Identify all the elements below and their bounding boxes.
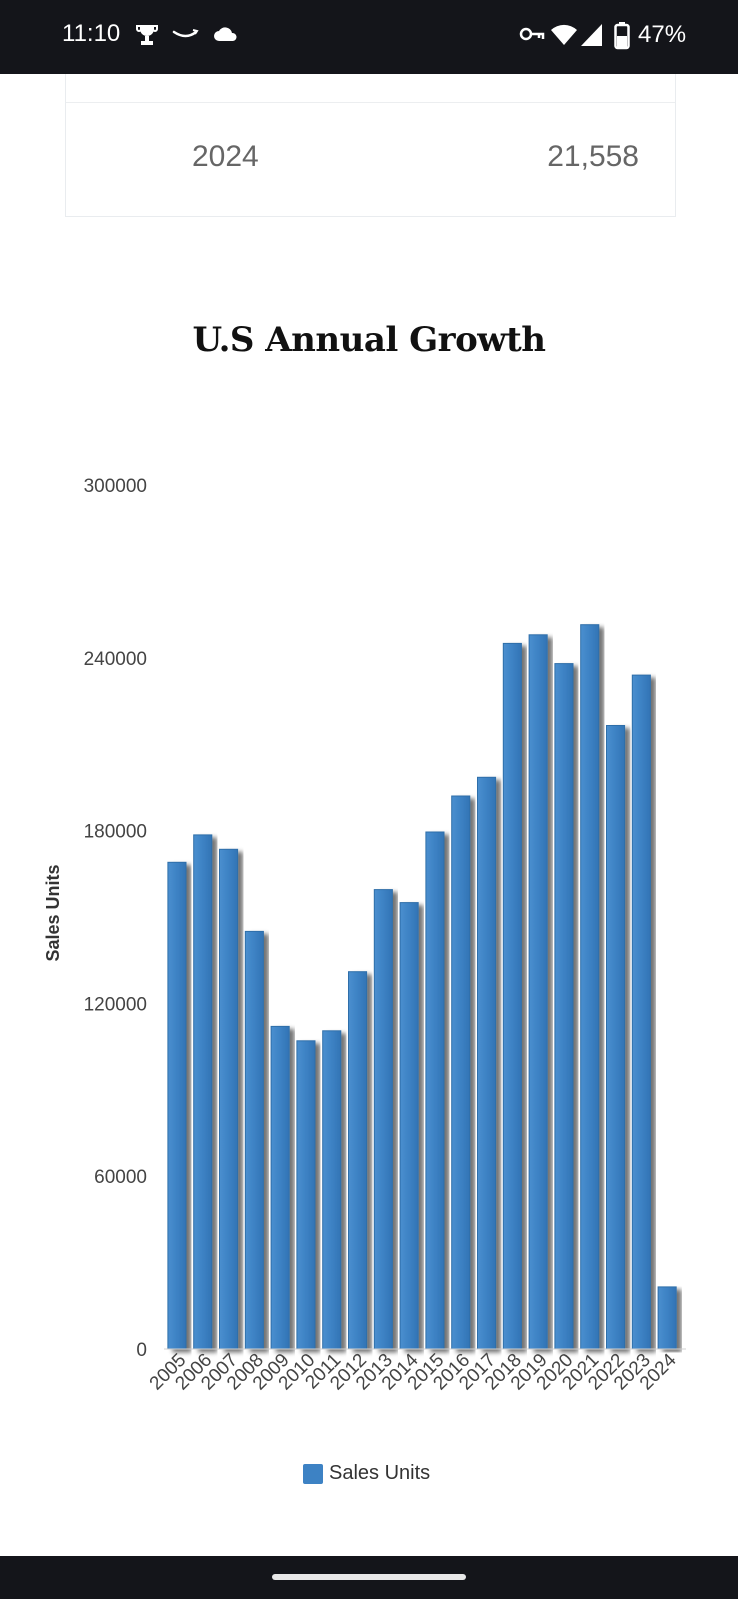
bar-2017[interactable] bbox=[477, 776, 497, 1350]
wifi-icon bbox=[551, 24, 577, 45]
y-axis-label: Sales Units bbox=[43, 864, 63, 961]
cell-signal-icon bbox=[581, 24, 602, 46]
chart-legend[interactable]: Sales Units bbox=[303, 1462, 430, 1485]
bar-2009[interactable] bbox=[270, 1025, 290, 1350]
cloud-icon bbox=[214, 27, 237, 41]
bar-2016[interactable] bbox=[451, 795, 471, 1350]
bar-2012[interactable] bbox=[348, 971, 368, 1350]
bar-2010[interactable] bbox=[296, 1040, 316, 1350]
data-table: 2024 21,558 bbox=[65, 74, 676, 217]
bar-2021[interactable] bbox=[580, 624, 600, 1350]
bar-2007[interactable] bbox=[219, 848, 239, 1350]
table-cell-value: 21,558 bbox=[547, 140, 639, 173]
y-tick-label: 180000 bbox=[84, 822, 147, 843]
battery-icon bbox=[614, 22, 630, 50]
y-tick-label: 300000 bbox=[84, 476, 147, 497]
bar-2022[interactable] bbox=[606, 725, 626, 1350]
status-time: 11:10 bbox=[62, 20, 121, 47]
amazon-smile-icon bbox=[172, 29, 199, 38]
trophy-icon bbox=[136, 25, 158, 45]
y-tick-label: 240000 bbox=[84, 649, 147, 670]
navigation-bar bbox=[0, 1556, 738, 1599]
bar-2005[interactable] bbox=[167, 861, 187, 1350]
home-gesture-handle[interactable] bbox=[272, 1574, 466, 1580]
bar-2011[interactable] bbox=[322, 1030, 342, 1350]
battery-percentage: 47% bbox=[638, 21, 687, 48]
bar-2006[interactable] bbox=[193, 834, 213, 1350]
chart-title: U.S Annual Growth bbox=[192, 320, 546, 360]
bar-2019[interactable] bbox=[528, 634, 548, 1350]
y-tick-label: 120000 bbox=[84, 994, 147, 1015]
bar-2013[interactable] bbox=[373, 889, 393, 1350]
bar-2008[interactable] bbox=[244, 930, 264, 1350]
table-cell-year: 2024 bbox=[192, 140, 259, 173]
y-tick-label: 60000 bbox=[94, 1167, 147, 1188]
bar-2018[interactable] bbox=[502, 642, 522, 1350]
bar-2024[interactable] bbox=[657, 1286, 677, 1350]
bar-2015[interactable] bbox=[425, 831, 445, 1350]
bar-2020[interactable] bbox=[554, 663, 574, 1350]
status-bar: 11:10 47% bbox=[0, 0, 738, 74]
table-divider bbox=[66, 102, 675, 103]
legend-label: Sales Units bbox=[329, 1462, 431, 1484]
bar-2014[interactable] bbox=[399, 902, 419, 1350]
legend-swatch bbox=[303, 1463, 323, 1484]
y-tick-label: 0 bbox=[136, 1340, 147, 1361]
bar-chart: Sales Units 0 60000 120000 180000 240000 3000… bbox=[43, 476, 686, 1394]
bar-2023[interactable] bbox=[631, 674, 651, 1350]
vpn-key-icon bbox=[519, 27, 545, 41]
